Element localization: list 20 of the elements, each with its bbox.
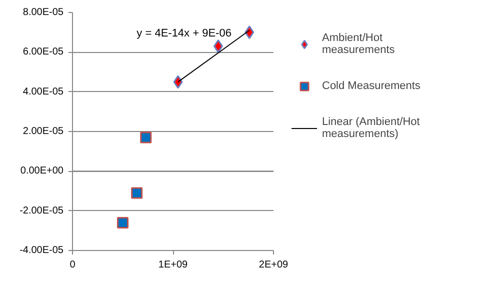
y-tick-label: -2.00E-05 xyxy=(20,205,64,216)
legend-label: Cold Measurements xyxy=(322,79,420,94)
y-tick-label: -4.00E-05 xyxy=(20,245,64,256)
point xyxy=(173,75,183,89)
point xyxy=(244,26,254,40)
legend-label: Ambient/Hot measurements xyxy=(322,31,395,58)
x-tick-label: 2E+09 xyxy=(258,260,289,270)
y-tick-label: 8.00E-05 xyxy=(22,7,64,18)
point xyxy=(131,187,143,199)
y-tick-label: 0.00E+00 xyxy=(20,166,64,177)
y-tick-label: 2.00E-05 xyxy=(22,126,64,137)
legend-label: Linear (Ambient/Hot measurements) xyxy=(322,115,420,142)
point xyxy=(117,216,128,228)
x-tick-label: 0 xyxy=(70,260,76,270)
annotation: y = 4E-14x + 9E-06 xyxy=(136,28,232,40)
y-tick-label: 4.00E-05 xyxy=(22,86,64,98)
point xyxy=(213,39,223,53)
x-tick-label: 1E+09 xyxy=(158,260,188,270)
y-tick-label: 6.00E-05 xyxy=(22,46,64,58)
point xyxy=(140,132,152,144)
